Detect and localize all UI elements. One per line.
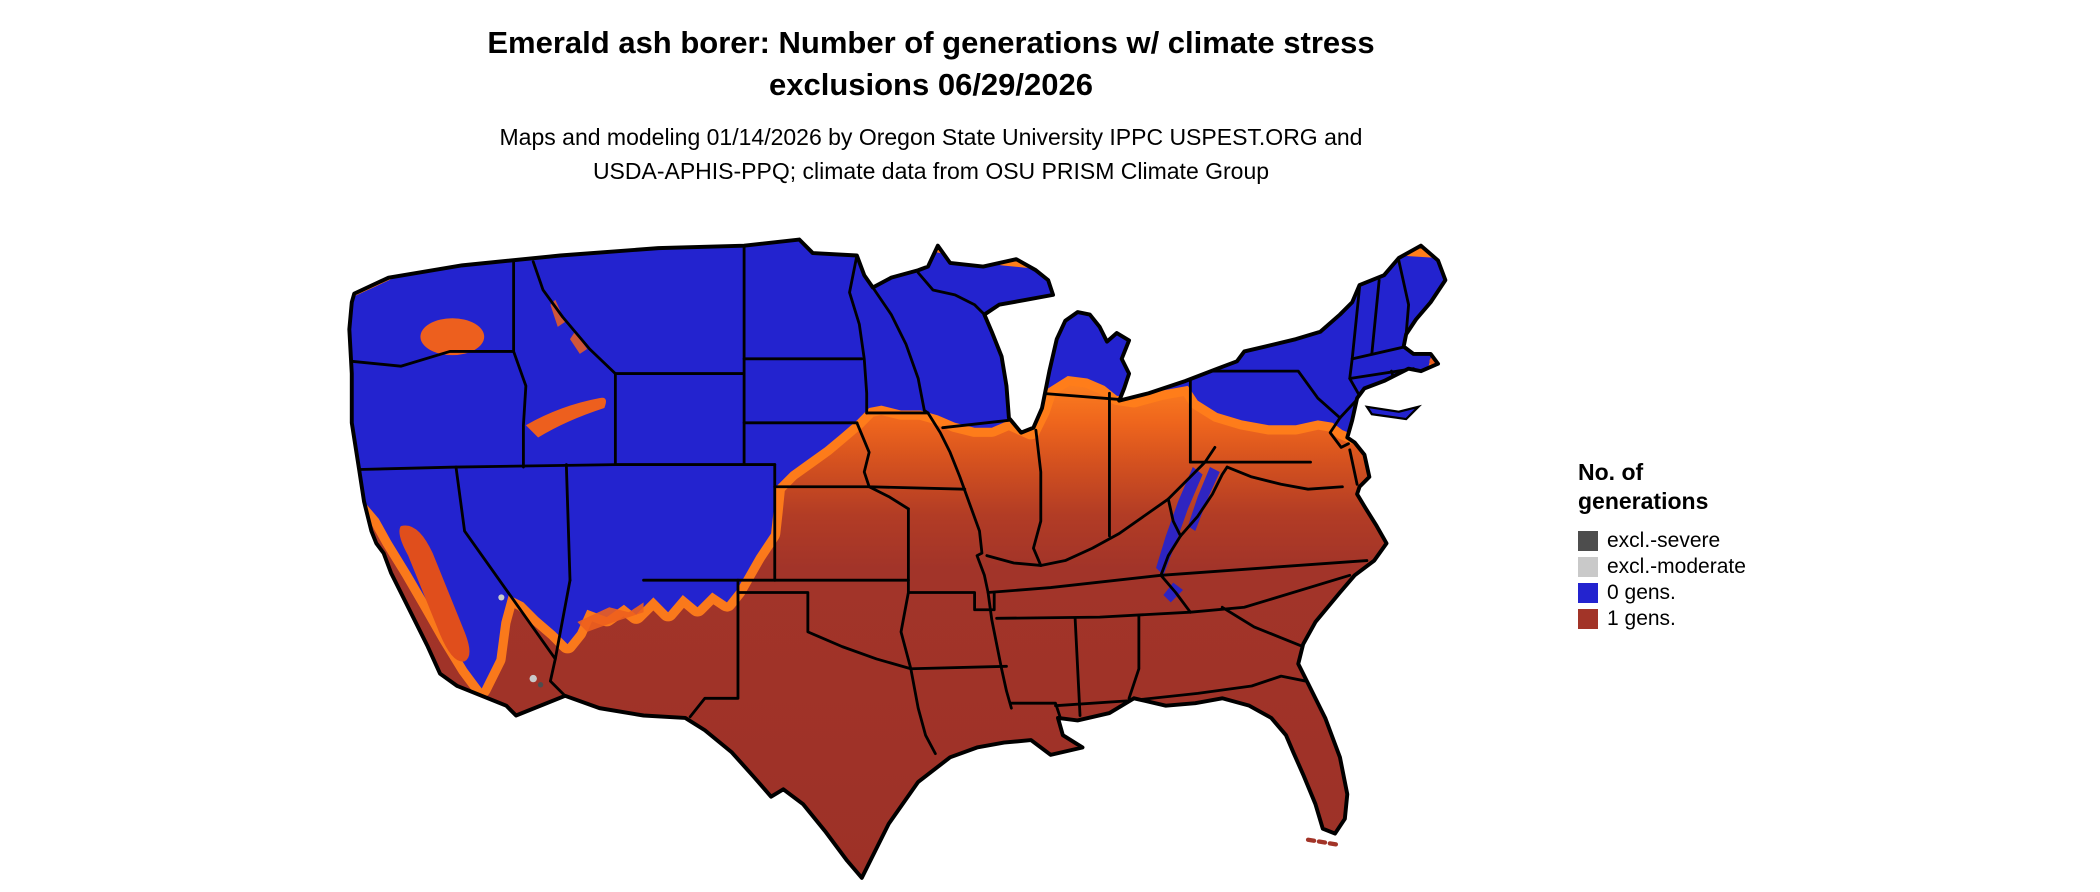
us-outline	[347, 237, 1448, 880]
map-title-text: Emerald ash borer: Number of generations…	[487, 25, 1375, 102]
us-map-svg	[347, 237, 1448, 880]
legend-item-1-gens: 1 gens.	[1578, 606, 1808, 632]
legend-swatch-excl-severe	[1578, 531, 1598, 551]
exclusion-moderate-speck-2	[498, 594, 505, 601]
legend-swatch-0-gens	[1578, 583, 1598, 603]
florida-keys	[1305, 837, 1340, 847]
columbia-basin-patch	[420, 318, 485, 356]
zero-generations-region	[349, 239, 1446, 689]
exclusion-severe-speck	[537, 682, 544, 688]
legend-title: No. of generations	[1578, 459, 1709, 514]
map-title: Emerald ash borer: Number of generations…	[0, 22, 1862, 106]
legend-item-0-gens: 0 gens.	[1578, 580, 1808, 606]
map-subtitle-line1: Maps and modeling 01/14/2026 by Oregon S…	[499, 124, 1363, 150]
us-choropleth-map	[315, 226, 1541, 884]
legend-label-excl-moderate: excl.-moderate	[1607, 555, 1746, 578]
legend-label-0-gens: 0 gens.	[1607, 581, 1676, 604]
map-legend: No. of generations excl.-severe excl.-mo…	[1578, 458, 1808, 632]
appalachian-blue-streak-3	[1163, 582, 1184, 603]
legend-swatch-excl-moderate	[1578, 557, 1598, 577]
long-island	[1364, 404, 1422, 421]
mogollon-rim-patch	[577, 602, 644, 632]
legend-swatch-1-gens	[1578, 609, 1598, 629]
legend-item-excl-severe: excl.-severe	[1578, 528, 1808, 554]
montana-valley-patch-2	[570, 331, 588, 354]
appalachian-blue-streak-2	[1187, 467, 1220, 532]
state-borders	[350, 245, 1415, 756]
legend-label-1-gens: 1 gens.	[1607, 607, 1676, 630]
exclusion-moderate-speck-1	[529, 674, 537, 683]
central-valley-patch	[399, 525, 470, 662]
snake-river-plain-patch	[525, 397, 606, 438]
legend-item-excl-moderate: excl.-moderate	[1578, 554, 1808, 580]
map-subtitle: Maps and modeling 01/14/2026 by Oregon S…	[0, 120, 1862, 188]
legend-label-excl-severe: excl.-severe	[1607, 529, 1721, 552]
map-fill-layers	[349, 239, 1446, 878]
map-subtitle-line2: USDA-APHIS-PPQ; climate data from OSU PR…	[592, 158, 1270, 184]
appalachian-blue-streak-1	[1156, 467, 1203, 576]
